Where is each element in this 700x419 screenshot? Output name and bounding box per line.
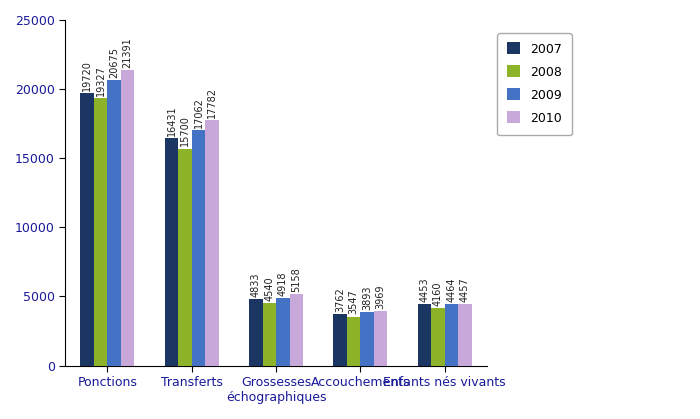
Text: 4540: 4540: [265, 276, 274, 301]
Text: 4160: 4160: [433, 282, 443, 306]
Bar: [249, 299, 262, 366]
Text: 3762: 3762: [335, 287, 345, 311]
Text: 3893: 3893: [362, 285, 372, 310]
Bar: [94, 98, 108, 366]
Bar: [192, 130, 205, 366]
Bar: [333, 313, 347, 366]
Legend: 2007, 2008, 2009, 2010: 2007, 2008, 2009, 2010: [498, 33, 572, 135]
Bar: [262, 303, 276, 366]
Bar: [431, 308, 444, 366]
Text: 5158: 5158: [291, 267, 302, 292]
Bar: [458, 304, 472, 366]
Bar: [418, 304, 431, 366]
Text: 4918: 4918: [278, 271, 288, 295]
Text: 20675: 20675: [109, 47, 119, 78]
Bar: [80, 93, 94, 366]
Text: 15700: 15700: [180, 116, 190, 147]
Text: 4833: 4833: [251, 272, 261, 297]
Bar: [205, 120, 219, 366]
Bar: [360, 312, 374, 366]
Text: 4453: 4453: [419, 277, 430, 302]
Text: 3969: 3969: [376, 284, 386, 309]
Bar: [444, 304, 458, 366]
Text: 19720: 19720: [82, 60, 92, 91]
Bar: [290, 294, 303, 366]
Bar: [178, 149, 192, 366]
Text: 4457: 4457: [460, 277, 470, 302]
Bar: [276, 297, 290, 366]
Bar: [108, 80, 121, 366]
Text: 21391: 21391: [122, 37, 133, 68]
Bar: [347, 316, 360, 366]
Text: 3547: 3547: [349, 290, 358, 315]
Text: 4464: 4464: [447, 277, 456, 302]
Text: 19327: 19327: [96, 65, 106, 96]
Text: 17062: 17062: [193, 97, 204, 128]
Bar: [164, 138, 178, 366]
Bar: [374, 311, 387, 366]
Bar: [121, 70, 134, 366]
Text: 16431: 16431: [167, 106, 176, 136]
Text: 17782: 17782: [207, 87, 217, 118]
